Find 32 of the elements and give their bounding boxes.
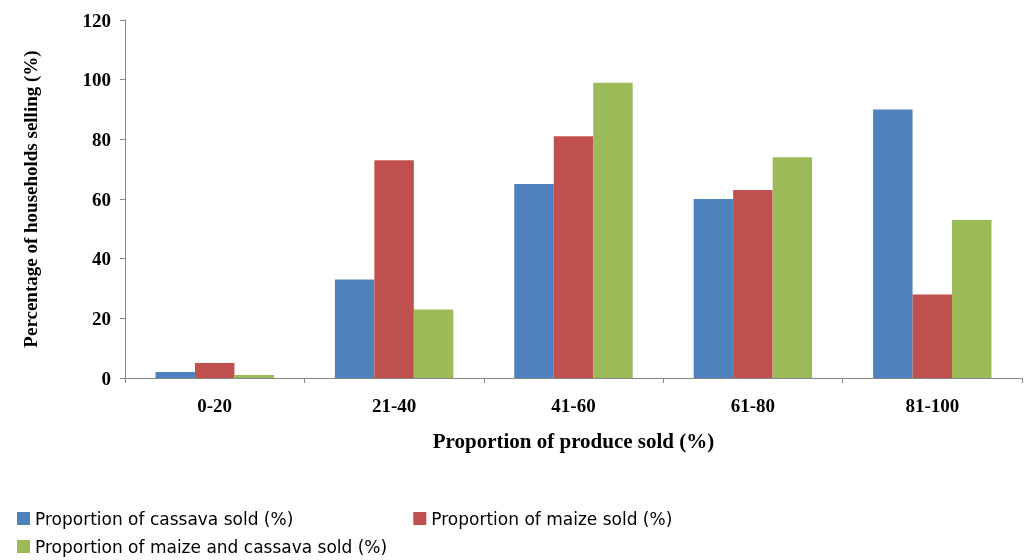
bar bbox=[334, 279, 375, 378]
y-tick-label: 80 bbox=[92, 128, 111, 150]
bar bbox=[593, 82, 633, 378]
legend-label: Proportion of cassava sold (%) bbox=[35, 508, 294, 529]
y-tick-label: 120 bbox=[82, 9, 111, 31]
bar bbox=[772, 157, 813, 378]
x-tick-label: 41-60 bbox=[551, 395, 596, 416]
bar bbox=[155, 372, 195, 378]
y-tick-label: 40 bbox=[92, 248, 111, 270]
y-tick-label: 100 bbox=[82, 69, 111, 91]
x-axis-title: Proportion of produce sold (%) bbox=[432, 428, 715, 453]
bar bbox=[514, 184, 554, 378]
bar bbox=[952, 219, 992, 378]
bar bbox=[374, 160, 414, 378]
y-tick-label: 60 bbox=[92, 188, 111, 210]
bar bbox=[413, 309, 454, 378]
y-axis-title: Percentage of households selling (%) bbox=[20, 50, 42, 348]
x-tick-label: 61-80 bbox=[730, 395, 776, 416]
bar bbox=[873, 109, 913, 378]
bar bbox=[693, 199, 734, 378]
y-tick-label: 0 bbox=[101, 367, 111, 389]
y-tick-label: 20 bbox=[92, 307, 111, 329]
bar bbox=[912, 294, 953, 378]
legend-label: Proportion of maize sold (%) bbox=[431, 508, 673, 529]
bar bbox=[194, 363, 235, 378]
bar bbox=[553, 136, 594, 378]
x-tick-label: 21-40 bbox=[371, 395, 417, 416]
x-tick-label: 81-100 bbox=[905, 395, 960, 416]
bar bbox=[234, 375, 274, 378]
bar bbox=[733, 190, 773, 378]
legend-label: Proportion of maize and cassava sold (%) bbox=[35, 536, 388, 557]
x-tick-label: 0-20 bbox=[197, 395, 233, 416]
